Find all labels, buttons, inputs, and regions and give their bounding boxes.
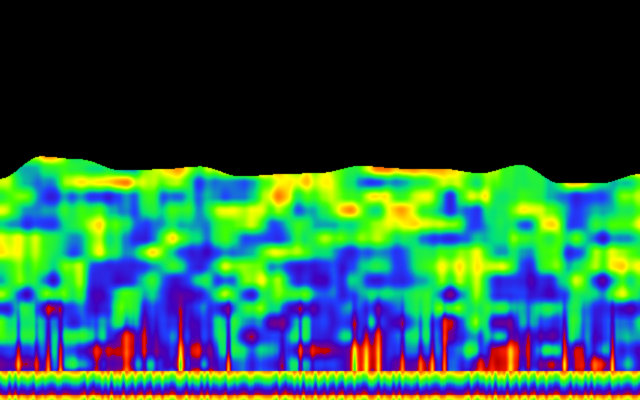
spectrogram-canvas	[0, 0, 640, 400]
